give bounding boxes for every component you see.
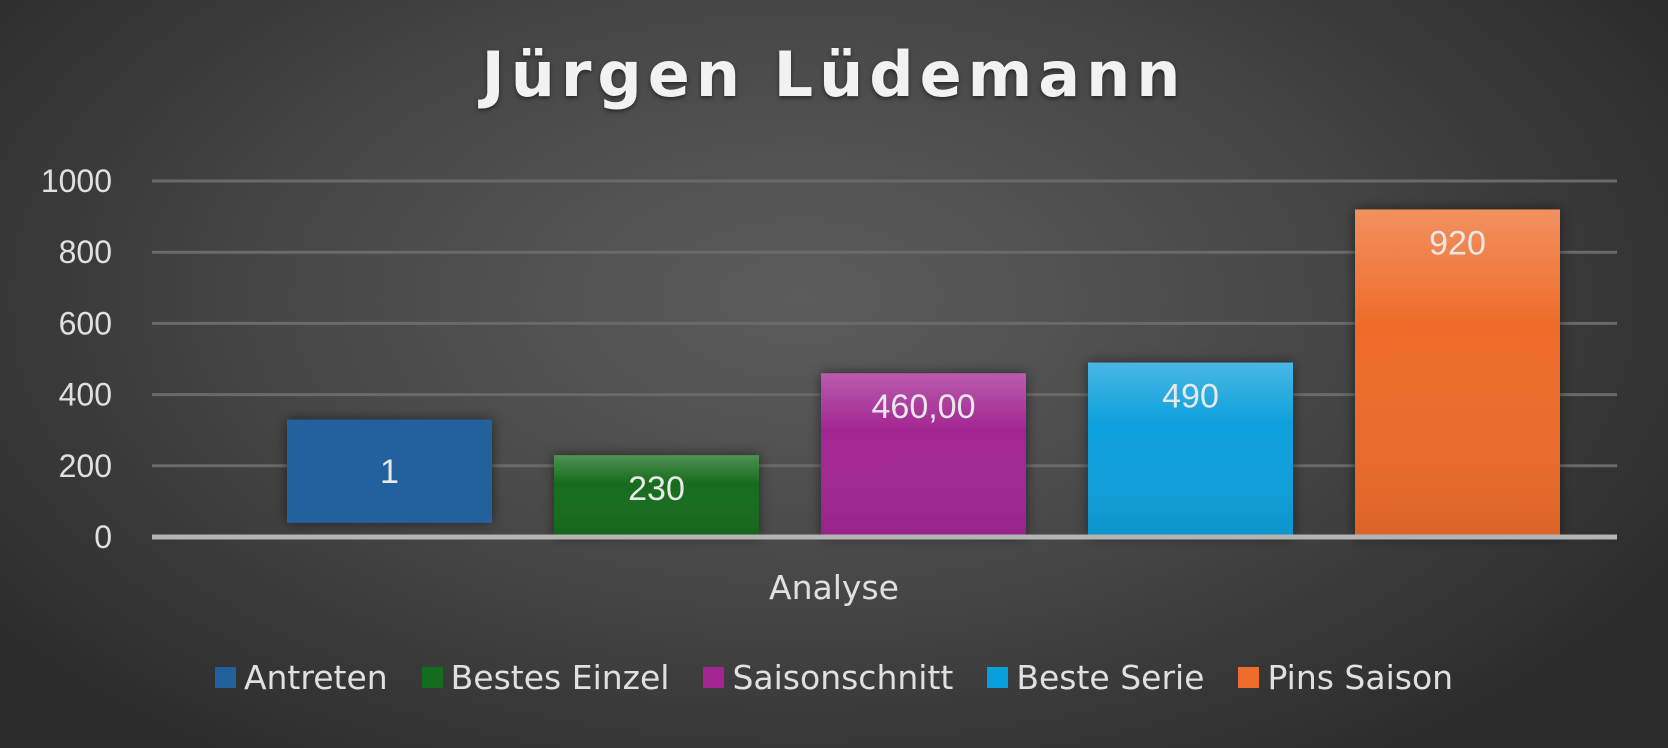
y-tick-label: 600 (59, 305, 112, 341)
bar-bestes-einzel: 230 (554, 455, 759, 537)
y-tick-label: 800 (59, 234, 112, 270)
y-tick-label: 200 (59, 448, 112, 484)
legend-swatch (987, 667, 1009, 688)
chart-title: Jürgen Lüdemann (481, 38, 1187, 111)
bar-highlight (1355, 209, 1560, 538)
data-label: 460,00 (872, 388, 976, 426)
legend-swatch (214, 667, 236, 688)
legend-item: Bestes Einzel (421, 658, 670, 697)
data-label: 920 (1429, 224, 1486, 262)
bar-beste-serie: 490 (1088, 362, 1293, 537)
legend: Antreten Bestes Einzel Saisonschnitt Beste … (0, 658, 1668, 697)
legend-label: Antreten (243, 658, 388, 697)
legend-label: Pins Saison (1267, 658, 1454, 697)
bar-saisonschnitt: 460,00 (821, 373, 1026, 537)
legend-swatch (421, 667, 443, 688)
legend-label: Beste Serie (1016, 658, 1205, 697)
data-label: 490 (1162, 378, 1219, 416)
data-label: 230 (628, 470, 685, 508)
bar-highlight (1088, 362, 1293, 537)
legend-label: Bestes Einzel (450, 658, 670, 697)
x-axis-label: Analyse (769, 568, 899, 607)
bar-pins-saison: 920 (1355, 209, 1560, 538)
bar-highlight (821, 373, 1026, 537)
legend-swatch (703, 667, 725, 688)
legend-item: Pins Saison (1238, 658, 1453, 697)
y-tick-label: 0 (94, 519, 112, 555)
legend-swatch (1238, 667, 1260, 688)
bar-highlight (554, 455, 759, 537)
bar (287, 419, 492, 523)
legend-item: Saisonschnitt (703, 658, 953, 697)
y-tick-label: 400 (59, 377, 112, 413)
legend-label: Saisonschnitt (732, 658, 954, 697)
bar-antreten: 1 (287, 419, 492, 523)
y-tick-label: 1000 (41, 163, 112, 199)
legend-item: Antreten (214, 658, 388, 697)
data-label: 1 (380, 453, 399, 491)
legend-item: Beste Serie (987, 658, 1204, 697)
